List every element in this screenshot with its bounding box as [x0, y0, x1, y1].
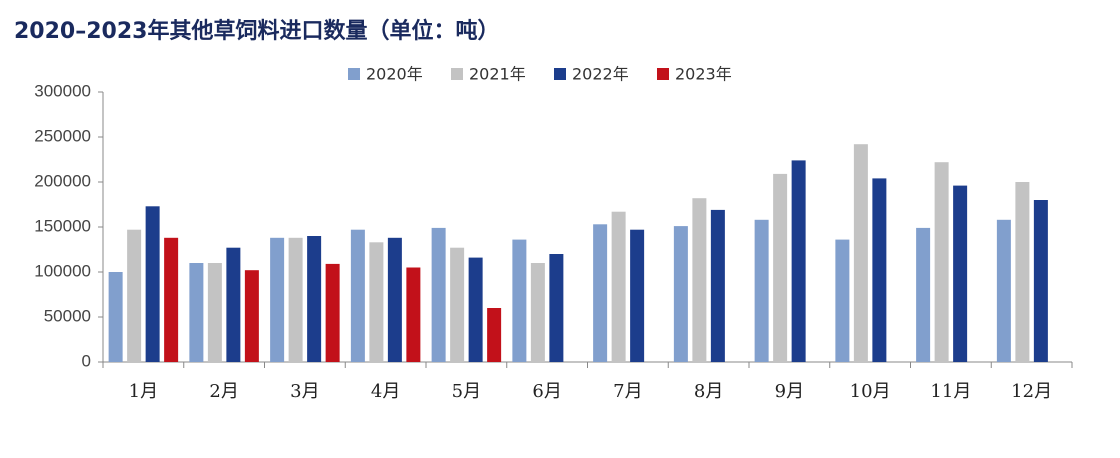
bar: [996, 219, 1011, 362]
x-tick-label: 10月: [850, 381, 891, 402]
bar: [630, 229, 645, 362]
bar: [450, 247, 465, 362]
bar: [226, 247, 241, 362]
bar: [431, 227, 446, 362]
bar: [1033, 200, 1048, 362]
y-tick-label: 300000: [34, 81, 91, 100]
y-tick-label: 0: [82, 351, 91, 370]
chart-title: 2020–2023年其他草饲料进口数量（单位：吨）: [14, 18, 499, 44]
bar: [953, 185, 968, 362]
bar: [710, 209, 725, 362]
bar: [127, 229, 142, 362]
y-tick-label: 250000: [34, 126, 91, 145]
legend-label: 2020年: [366, 65, 423, 84]
bar: [325, 263, 340, 362]
bar: [1015, 182, 1030, 362]
y-tick-label: 150000: [34, 216, 91, 235]
bar: [307, 236, 322, 362]
x-tick-label: 11月: [930, 381, 971, 402]
x-tick-label: 1月: [129, 381, 158, 402]
bar: [108, 272, 123, 362]
bar: [164, 237, 179, 362]
x-tick-label: 2月: [209, 381, 238, 402]
legend-swatch: [348, 68, 360, 80]
bar: [145, 206, 160, 362]
bar: [468, 257, 483, 362]
x-tick-label: 7月: [613, 381, 642, 402]
bar: [791, 160, 806, 362]
bar: [692, 198, 707, 362]
bar: [835, 239, 850, 362]
bar: [487, 308, 502, 362]
bar: [288, 237, 303, 362]
x-tick-label: 9月: [775, 381, 804, 402]
bar: [387, 237, 402, 362]
y-tick-label: 50000: [44, 306, 91, 325]
x-tick-label: 6月: [532, 381, 561, 402]
bar: [754, 219, 769, 362]
x-tick-label: 5月: [452, 381, 481, 402]
bar: [350, 229, 365, 362]
legend-label: 2022年: [572, 65, 629, 84]
x-tick-label: 4月: [371, 381, 400, 402]
legend-label: 2021年: [469, 65, 526, 84]
bar: [512, 239, 527, 362]
legend-label: 2023年: [675, 65, 732, 84]
bar: [369, 242, 384, 362]
bar: [530, 263, 545, 362]
bar: [773, 173, 788, 362]
bar: [916, 227, 931, 362]
legend-swatch: [451, 68, 463, 80]
bar: [207, 263, 222, 362]
bar: [270, 237, 285, 362]
y-tick-label: 200000: [34, 171, 91, 190]
bar: [853, 144, 868, 362]
x-tick-label: 12月: [1011, 381, 1052, 402]
bar: [611, 211, 626, 362]
bar: [934, 162, 949, 362]
bar: [673, 226, 688, 362]
bar: [872, 178, 887, 362]
legend-swatch: [657, 68, 669, 80]
bar: [549, 254, 564, 362]
bar: [189, 263, 204, 362]
legend-swatch: [554, 68, 566, 80]
bar: [406, 267, 421, 362]
bar: [244, 270, 259, 362]
bar: [593, 224, 608, 362]
y-tick-label: 100000: [34, 261, 91, 280]
x-tick-label: 8月: [694, 381, 723, 402]
x-tick-label: 3月: [290, 381, 319, 402]
